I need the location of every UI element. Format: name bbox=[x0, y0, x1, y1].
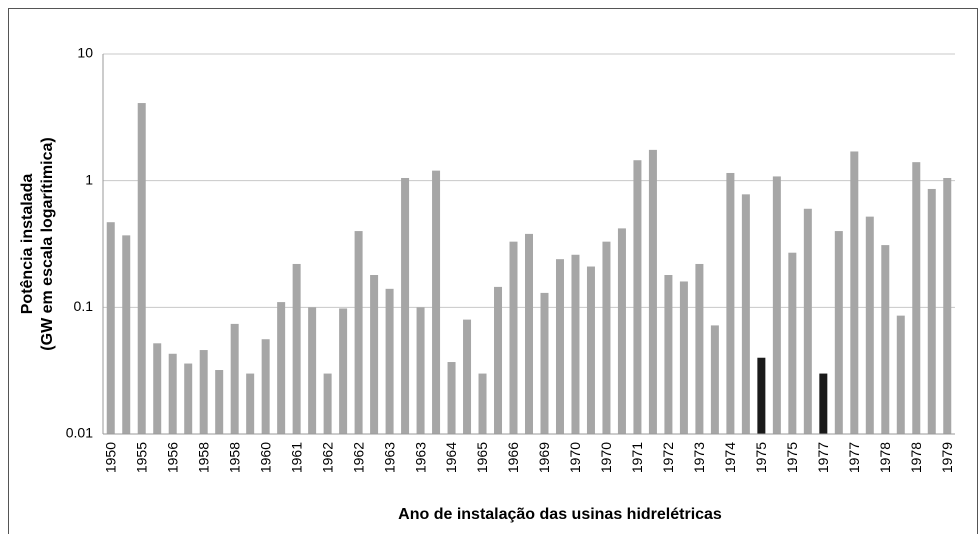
bar bbox=[881, 245, 890, 434]
x-tick-label: 1966 bbox=[505, 442, 521, 473]
bar bbox=[494, 286, 503, 434]
x-tick-label: 1978 bbox=[908, 442, 924, 473]
x-tick-label: 1975 bbox=[784, 442, 800, 473]
bar bbox=[184, 363, 193, 434]
bar bbox=[447, 362, 456, 434]
bar bbox=[772, 176, 781, 434]
bar bbox=[555, 259, 564, 434]
x-tick-label: 1960 bbox=[257, 442, 273, 473]
bar bbox=[726, 172, 735, 434]
x-tick-label: 1964 bbox=[443, 442, 459, 473]
bar bbox=[122, 235, 131, 434]
bar bbox=[401, 177, 410, 435]
bar bbox=[199, 350, 208, 434]
bar bbox=[943, 177, 952, 435]
bar bbox=[865, 216, 874, 434]
bar bbox=[478, 373, 487, 434]
bar bbox=[525, 233, 533, 434]
bar bbox=[741, 194, 750, 434]
bar bbox=[215, 370, 224, 434]
x-tick-label: 1975 bbox=[753, 442, 769, 473]
x-tick-label: 1963 bbox=[381, 442, 397, 473]
x-tick-label: 1972 bbox=[660, 442, 676, 473]
bar bbox=[168, 353, 177, 434]
x-tick-label: 1971 bbox=[629, 442, 645, 473]
x-tick-label: 1977 bbox=[846, 442, 862, 473]
bar bbox=[308, 307, 317, 434]
bar bbox=[277, 302, 286, 434]
bar bbox=[819, 373, 828, 434]
bar bbox=[695, 263, 704, 434]
bar bbox=[153, 343, 162, 434]
x-tick-label: 1956 bbox=[164, 442, 180, 473]
x-tick-label: 1955 bbox=[133, 442, 149, 473]
x-tick-label: 1963 bbox=[412, 442, 428, 473]
bar bbox=[370, 274, 379, 434]
x-tick-label: 1950 bbox=[102, 442, 118, 473]
bar bbox=[339, 308, 348, 434]
bar bbox=[292, 263, 301, 434]
bar bbox=[354, 231, 363, 434]
x-tick-label: 1958 bbox=[226, 442, 242, 473]
x-tick-label: 1974 bbox=[722, 442, 738, 473]
x-tick-label: 1962 bbox=[319, 442, 335, 473]
bar bbox=[261, 339, 270, 434]
bar bbox=[602, 241, 611, 434]
x-tick-label: 1962 bbox=[350, 442, 366, 473]
x-tick-label: 1961 bbox=[288, 442, 304, 473]
bar bbox=[788, 252, 797, 434]
x-tick-label: 1977 bbox=[815, 442, 831, 473]
x-tick-label: 1970 bbox=[598, 442, 614, 473]
bar bbox=[710, 325, 719, 434]
bar bbox=[927, 188, 936, 434]
bar bbox=[323, 373, 332, 434]
y-axis-title: (GW em escala logarítimica) bbox=[39, 137, 56, 350]
bar bbox=[896, 315, 905, 434]
bar bbox=[834, 231, 843, 434]
y-tick-label: 1 bbox=[85, 171, 93, 187]
frame bbox=[8, 8, 978, 534]
x-tick-label: 1958 bbox=[195, 442, 211, 473]
bar bbox=[540, 292, 549, 434]
bar bbox=[106, 222, 115, 434]
bar bbox=[137, 103, 146, 435]
bar bbox=[571, 254, 580, 434]
bar bbox=[679, 281, 688, 434]
x-axis-title: Ano de instalação das usinas hidrelétric… bbox=[398, 506, 722, 523]
bar bbox=[463, 319, 472, 434]
y-tick-label: 10 bbox=[77, 45, 93, 61]
y-tick-label: 0.1 bbox=[74, 298, 94, 314]
x-tick-label: 1970 bbox=[567, 442, 583, 473]
bar bbox=[586, 266, 595, 434]
x-tick-label: 1973 bbox=[691, 442, 707, 473]
bar bbox=[246, 373, 255, 434]
x-tick-label: 1979 bbox=[939, 442, 955, 473]
bar bbox=[385, 288, 394, 434]
bar bbox=[664, 274, 673, 434]
x-tick-label: 1978 bbox=[877, 442, 893, 473]
bar bbox=[912, 162, 921, 435]
bar bbox=[432, 170, 441, 435]
y-axis-title: Potência instalada bbox=[19, 174, 36, 315]
bar bbox=[509, 241, 518, 434]
bar bbox=[617, 228, 626, 434]
x-tick-label: 1965 bbox=[474, 442, 490, 473]
bar bbox=[416, 307, 425, 434]
bar bbox=[633, 160, 642, 434]
bar bbox=[850, 151, 859, 434]
bar bbox=[803, 208, 812, 434]
y-tick-label: 0.01 bbox=[66, 425, 93, 441]
bar bbox=[648, 149, 657, 435]
bar bbox=[230, 323, 239, 434]
bar bbox=[757, 357, 766, 434]
x-tick-label: 1969 bbox=[536, 442, 552, 473]
